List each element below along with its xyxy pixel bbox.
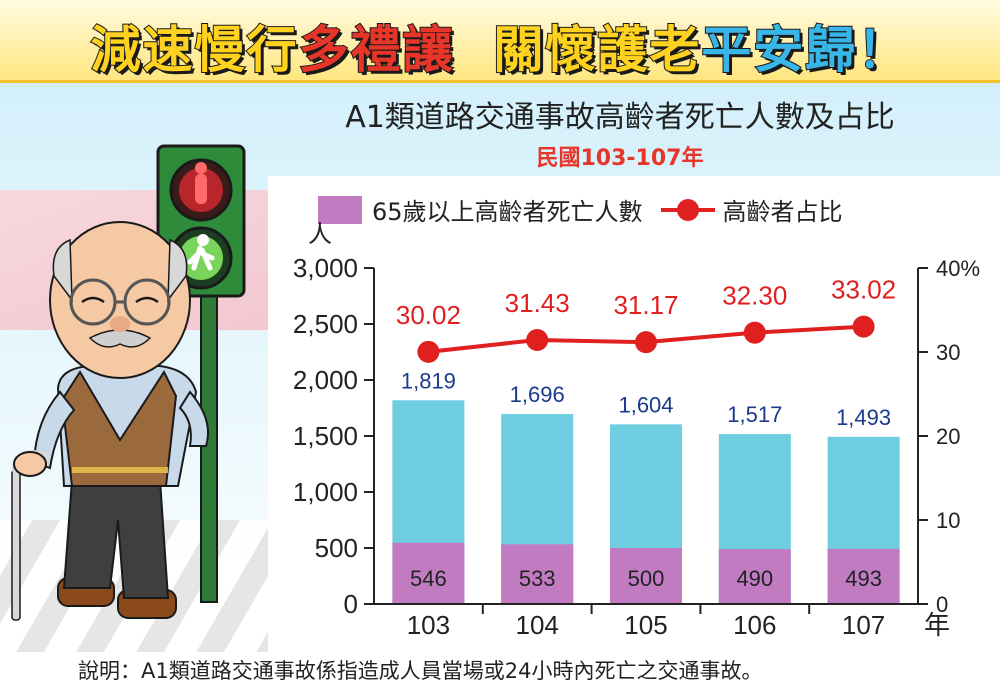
banner-slogan-part4: 平安歸！ <box>700 20 910 80</box>
label-group: 1,819 546 1,696 533 1,604 500 1,517 490 1,493 493 <box>401 368 891 591</box>
chart-title: A1類道路交通事故高齡者死亡人數及占比 <box>345 100 895 135</box>
y2-tick-4: 40% <box>936 256 980 281</box>
chart-subtitle: 民國103-107年 <box>536 146 704 171</box>
y2-tick-0: 0 <box>936 592 948 617</box>
label-elderly-106: 490 <box>736 566 773 591</box>
legend-swatch-elderly <box>318 195 362 224</box>
label-total-104: 1,696 <box>510 382 565 407</box>
x-tick-105: 105 <box>624 610 667 640</box>
ratio-label-105: 31.17 <box>613 290 678 320</box>
x-tick-104: 104 <box>516 610 559 640</box>
label-total-103: 1,819 <box>401 368 456 393</box>
x-axis-label: 年 <box>924 610 950 640</box>
ratio-label-106: 32.30 <box>722 281 787 311</box>
ratio-point-106 <box>743 321 766 344</box>
y-tick-4: 2,000 <box>293 365 358 395</box>
y-tick-2: 1,000 <box>293 477 358 507</box>
label-total-105: 1,604 <box>618 392 673 417</box>
y-tick-1: 500 <box>315 533 358 563</box>
legend-label-elderly: 65歲以上高齡者死亡人數 <box>372 198 643 226</box>
chart-legend: 65歲以上高齡者死亡人數 高齡者占比 <box>318 192 843 228</box>
banner-slogan-part2: 多禮讓 <box>298 20 455 80</box>
y2-tick-3: 30 <box>936 340 960 365</box>
label-total-106: 1,517 <box>727 402 782 427</box>
x-tick-106: 106 <box>733 610 776 640</box>
banner-slogan: 減速慢行多禮讓 關懷護老平安歸！ <box>0 10 1000 82</box>
axes-group: 103 104 105 106 107 0 500 1,000 1,500 2,000 2,500 3… <box>293 221 980 640</box>
y-tick-3: 1,500 <box>293 421 358 451</box>
line-group: 30.02 31.43 31.17 32.30 33.02 <box>396 275 896 363</box>
y2-tick-1: 10 <box>936 508 960 533</box>
legend-label-ratio: 高齡者占比 <box>722 198 843 226</box>
ratio-point-104 <box>526 328 549 351</box>
y-tick-0: 0 <box>344 589 358 619</box>
y-tick-5: 2,500 <box>293 309 358 339</box>
bar-elderly-107 <box>827 548 900 604</box>
y2-tick-2: 20 <box>936 424 960 449</box>
bar-group <box>392 400 900 604</box>
elderly-man-illustration <box>11 221 209 621</box>
ratio-label-103: 30.02 <box>396 300 461 330</box>
y-axis-label: 人 <box>308 221 332 248</box>
bar-elderly-103 <box>392 542 465 604</box>
banner-slogan-part1: 減速慢行 <box>90 20 299 80</box>
y-tick-6: 3,000 <box>293 253 358 283</box>
ratio-label-104: 31.43 <box>505 288 570 318</box>
bar-elderly-105 <box>610 548 682 604</box>
ratio-point-103 <box>417 340 440 363</box>
label-elderly-107: 493 <box>845 566 882 591</box>
title-banner: 減速慢行多禮讓 關懷護老平安歸！ <box>0 0 1000 83</box>
label-elderly-104: 533 <box>519 566 556 591</box>
legend-swatch-ratio <box>660 196 715 224</box>
ratio-point-107 <box>852 315 875 338</box>
label-elderly-105: 500 <box>628 566 665 591</box>
label-elderly-103: 546 <box>410 566 447 591</box>
ratio-point-105 <box>635 331 657 354</box>
bar-elderly-106 <box>718 549 791 604</box>
banner-slogan-part3: 關懷護老 <box>492 20 702 80</box>
ratio-label-107: 33.02 <box>831 275 896 305</box>
x-tick-103: 103 <box>407 610 450 640</box>
label-total-107: 1,493 <box>836 405 891 430</box>
x-tick-107: 107 <box>842 610 885 640</box>
bar-elderly-104 <box>501 544 574 604</box>
footnote: 說明：A1類道路交通事故係指造成人員當場或24小時內死亡之交通事故。 <box>0 652 1000 698</box>
